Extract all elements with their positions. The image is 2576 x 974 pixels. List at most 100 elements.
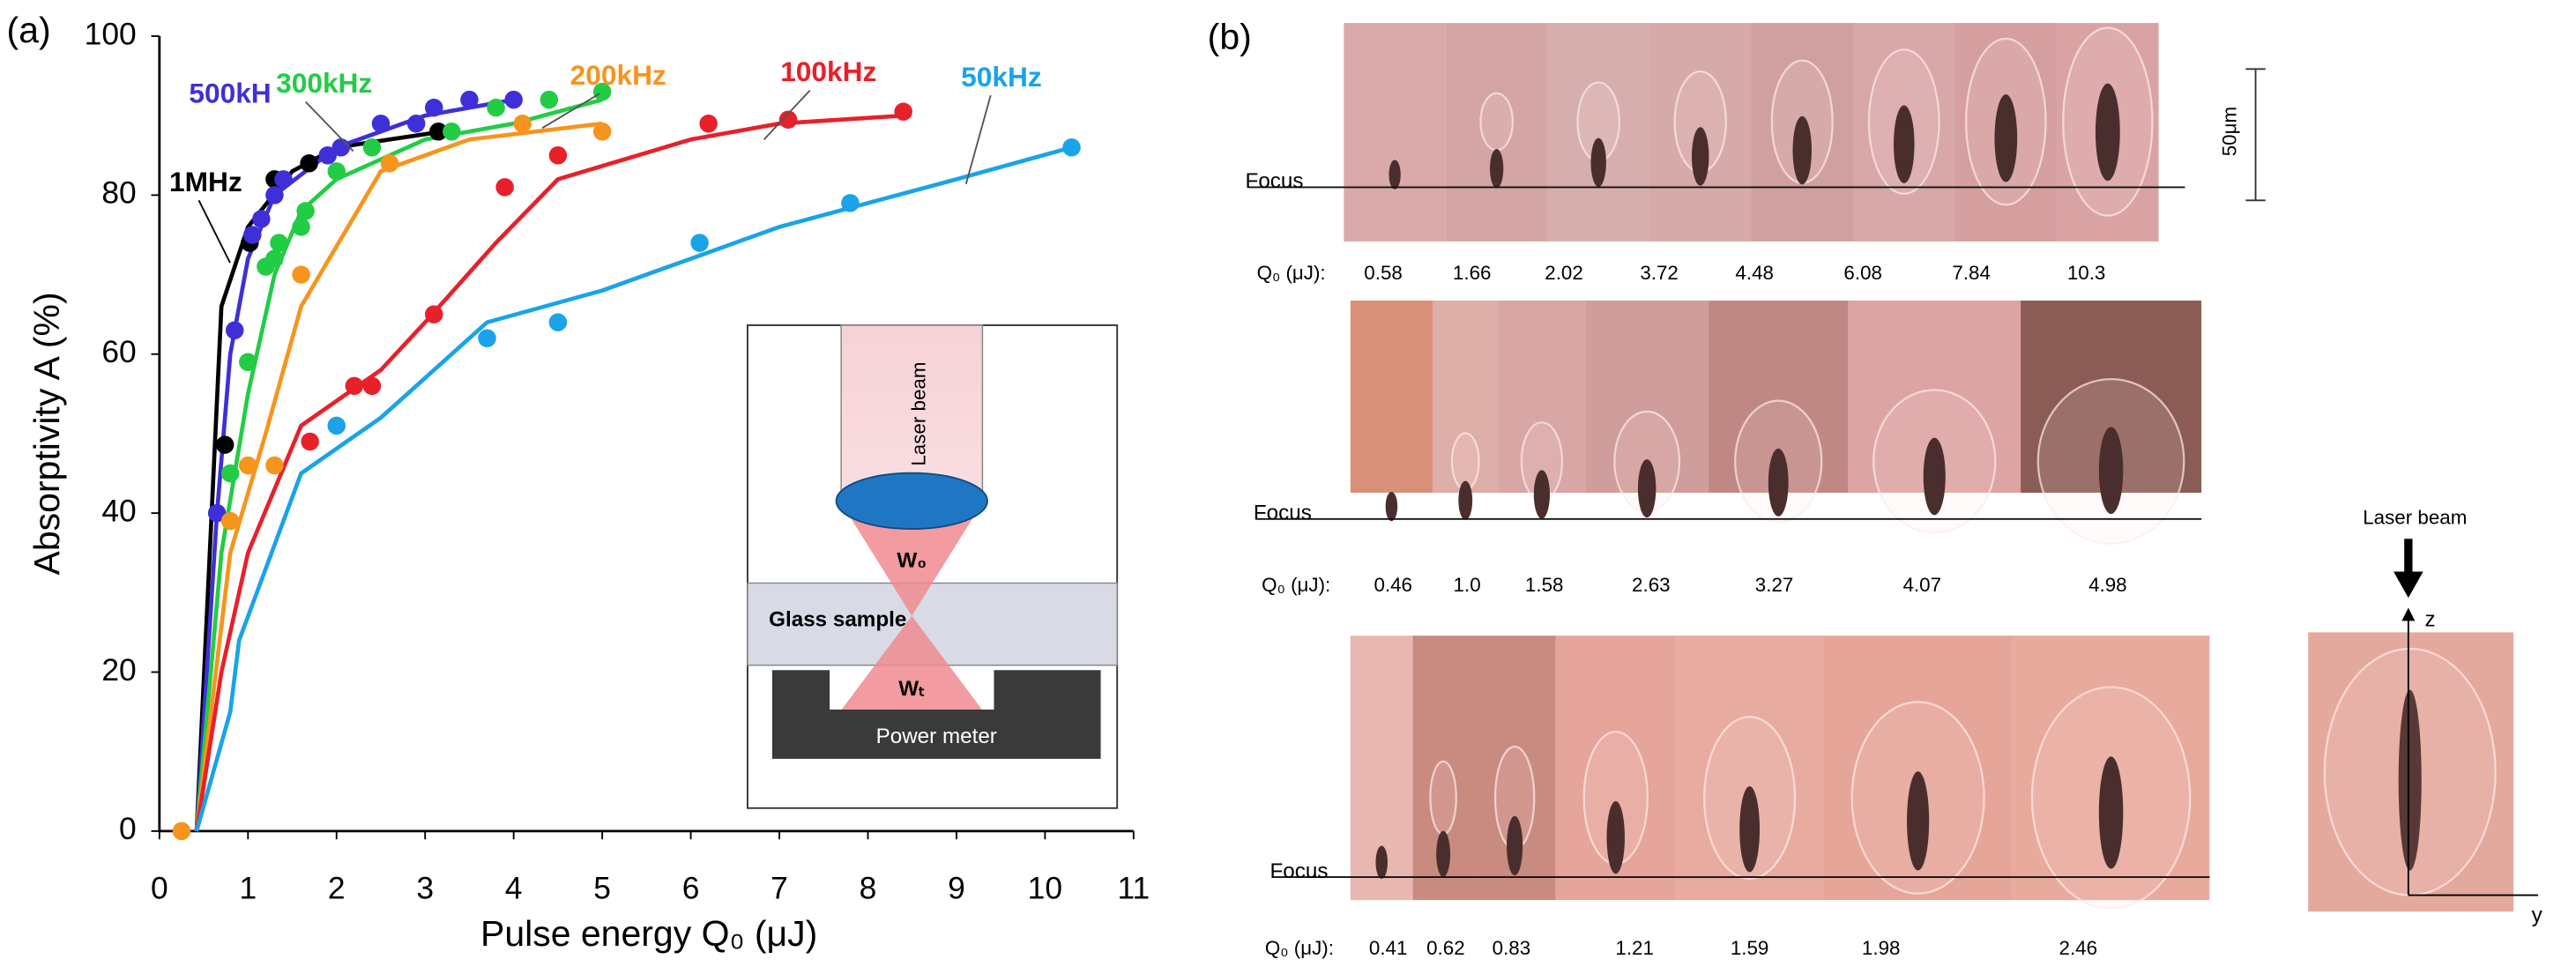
point [548,146,568,165]
y-tick-label: 100 [85,16,137,51]
x-tick-label: 5 [593,870,611,905]
panel-label: (b) [1208,17,1252,57]
q-value: 6.08 [1843,262,1882,284]
q-value: 2.02 [1545,262,1583,284]
inset-text: Glass sample [769,608,906,632]
point [443,122,461,141]
q-label: Q₀ (μJ): [1257,262,1326,284]
point [362,138,382,157]
x-tick-label: 10 [1028,870,1062,905]
series-label: 300kHz [276,67,372,99]
inset-text: Laser beam [908,362,930,466]
q-value: 7.84 [1952,262,1991,284]
point [548,313,568,331]
point [318,146,337,165]
modification [1389,160,1401,190]
modification [1385,491,1398,522]
point [327,162,346,181]
x-tick-label: 4 [505,870,523,905]
modification [1590,138,1606,188]
point [265,186,284,204]
series-label: 200kHz [570,59,666,91]
meter [771,670,1101,759]
x-tick-label: 2 [328,870,346,905]
lens [835,472,988,530]
point [362,376,382,396]
inset-text: Power meter [876,725,997,748]
y-tick-label: 80 [101,175,136,211]
q-value: 4.48 [1735,262,1774,284]
q-value: 0.83 [1493,937,1531,959]
point [487,98,505,117]
arrow-head [2401,607,2416,621]
point [207,503,227,523]
q-value: 1.58 [1525,574,1564,596]
q-value: 3.27 [1755,574,1794,596]
point [265,456,284,475]
point [270,234,288,252]
point [252,210,271,228]
modification [1691,127,1709,186]
point [592,82,612,101]
modification [1739,786,1761,873]
q-value: 1.21 [1615,937,1654,959]
cone [838,615,986,715]
leader [541,93,600,130]
focus-label: Focus [1270,859,1329,883]
q-value: 1.98 [1862,937,1901,959]
q-value: 3.72 [1640,262,1679,284]
point [243,226,262,244]
series-label: 1MHz [169,166,242,197]
x-tick-label: 9 [948,870,965,905]
point [425,98,443,117]
point [327,416,346,435]
halo [1429,760,1457,836]
modification [1375,845,1388,879]
point [425,305,443,323]
point [513,114,532,133]
point [331,138,351,157]
x-tick-label: 1 [239,870,257,905]
point [220,464,240,483]
arrow-head [2394,571,2423,599]
inset-text: W₀ [897,549,927,573]
q-label: Q₀ (μJ): [1262,574,1330,596]
q-value: 2.46 [2059,937,2098,959]
q-value: 1.0 [1454,574,1481,596]
q-value: 2.63 [1632,574,1671,596]
modification [1489,149,1504,189]
halo [1479,92,1515,152]
y-tick-label: 40 [101,493,136,528]
fit-line [194,145,1073,832]
modification [2098,427,2124,515]
leader [305,100,354,152]
modification [1606,800,1625,874]
point [1062,138,1081,157]
point [504,90,523,109]
x-tick-label: 6 [682,870,700,905]
point [172,822,191,841]
q-label: Q₀ (μJ): [1265,937,1334,959]
y-tick-label: 0 [119,811,137,846]
inset: Laser beam W₀ Glass sample Wₜ Power meter [747,324,1119,809]
micrograph [1344,23,1446,242]
scale-label: 50μm [2219,107,2241,156]
fit-line [194,121,603,832]
leader [964,94,992,184]
modification [1923,437,1946,516]
point [699,114,718,133]
x-tick-label: 8 [860,870,877,905]
series-label: 500kH [189,77,271,108]
modification [1436,830,1451,878]
modification [2095,83,2120,182]
point [380,154,399,173]
micrograph [1498,301,1586,494]
modification [1768,448,1789,517]
point [301,432,319,451]
point [300,154,318,173]
q-value: 1.66 [1453,262,1492,284]
cone [841,502,983,616]
point [265,249,284,268]
